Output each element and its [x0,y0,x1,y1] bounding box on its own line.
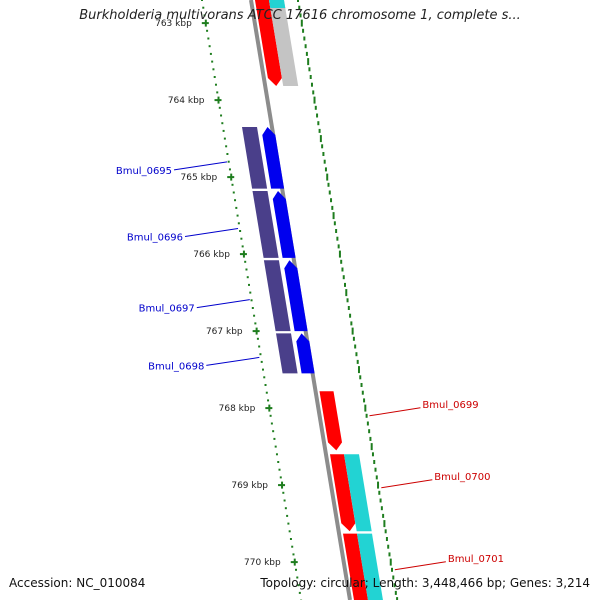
feature-layer [242,0,383,600]
kbp-tick-label: 763 kbp [155,19,192,29]
gene-label-leader [206,356,260,366]
kbp-tick-label: 769 kbp [231,481,268,491]
reverse-feature-bar [252,191,279,258]
reverse-feature-bar [276,333,298,374]
gene-label[interactable]: Bmul_0697 [139,304,195,315]
gene-label[interactable]: Bmul_0699 [422,400,478,411]
kbp-tick-label: 764 kbp [168,96,205,106]
kbp-tick-label: 766 kbp [193,250,230,260]
map-title: Burkholderia multivorans ATCC 17616 chro… [79,8,521,23]
reverse-feature-bar [263,260,291,332]
forward-gene-arrow [254,0,282,86]
reverse-gene-arrow [272,191,296,258]
accession-text: Accession: NC_010084 [9,576,146,590]
gene-label-leader [196,299,250,309]
gene-label-leader [394,561,446,571]
forward-gene-arrow [330,454,356,532]
label-layer: Bmul_0695 Bmul_0696 Bmul_0697 Bmul_0698 Bmul… [116,161,504,571]
gene-label[interactable]: Bmul_0701 [448,554,504,565]
gene-label[interactable]: Bmul_0698 [148,361,204,372]
gene-label[interactable]: Bmul_0696 [127,232,183,243]
forward-feature-bar [268,0,286,8]
genome-summary-text: Topology: circular; Length: 3,448,466 bp… [260,576,590,590]
kbp-tick-label: 768 kbp [219,404,256,414]
gene-label[interactable]: Bmul_0700 [434,472,490,483]
forward-feature-bar [344,454,372,532]
gene-label-leader [184,227,239,237]
kbp-tick-label: 765 kbp [181,173,218,183]
kbp-tick-label: 770 kbp [244,558,281,568]
forward-feature-bar [357,533,383,600]
gene-label-leader [173,161,228,171]
tick-layer: 763 kbp 764 kbp 765 kbp 766 kbp 767 kbp 768 k… [155,0,399,600]
reverse-gene-arrow [284,260,308,332]
forward-gene-arrow [319,391,342,451]
reverse-feature-bar [242,127,268,189]
gene-label-leader [369,407,421,417]
gene-label[interactable]: Bmul_0695 [116,166,172,177]
reverse-gene-arrow [262,127,285,189]
kbp-tick-label: 767 kbp [206,327,243,337]
forward-feature-bar [268,0,299,86]
forward-gene-arrow [343,533,368,600]
reverse-gene-arrow [296,333,315,374]
gene-label-leader [381,479,433,489]
